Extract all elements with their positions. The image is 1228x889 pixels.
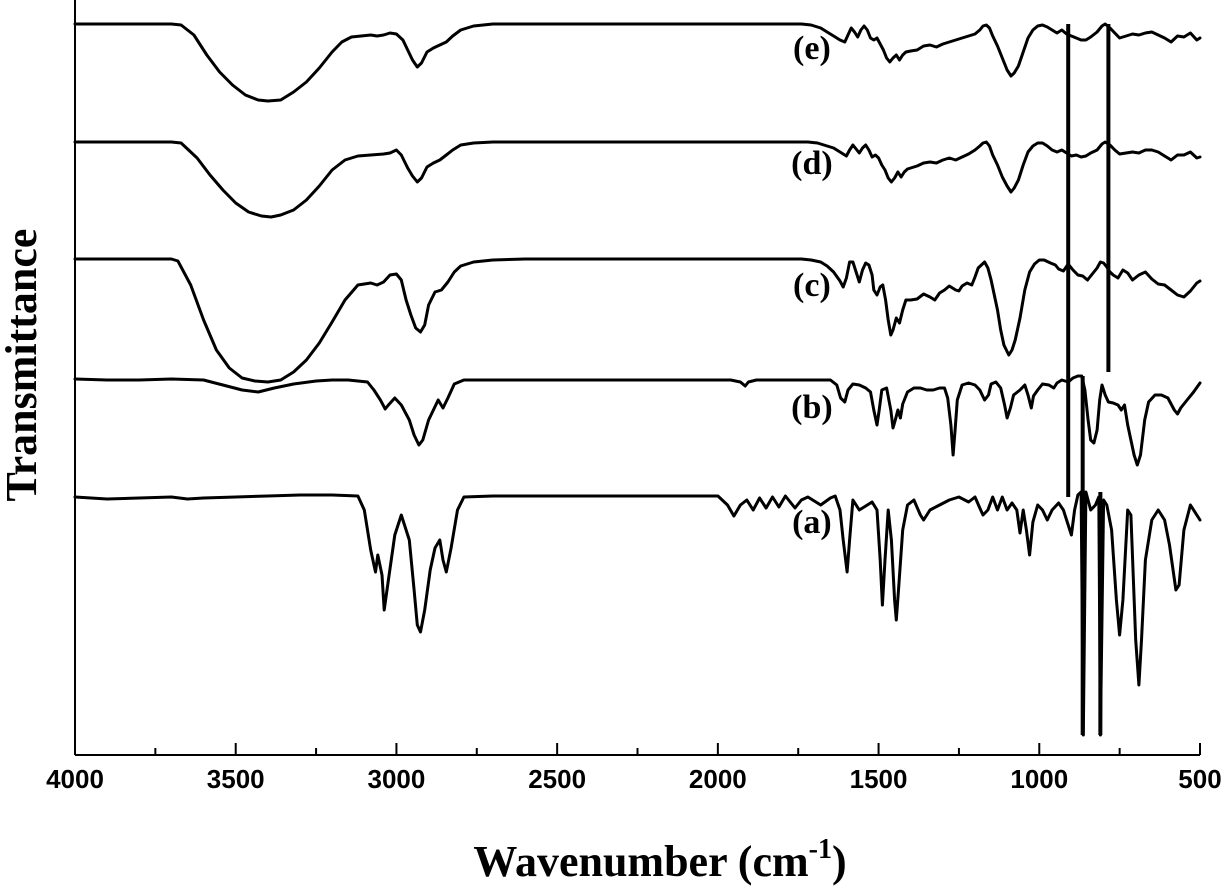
x-axis-title-superscript: -1 (809, 834, 832, 865)
x-tick-label: 1000 (1010, 764, 1068, 794)
x-tick-label: 3500 (207, 764, 265, 794)
series-label: (d) (791, 145, 833, 182)
x-ticks (74, 743, 1201, 755)
spectra (73, 22, 1202, 737)
x-axis-title-close: ) (832, 837, 847, 886)
x-tick-label: 3000 (368, 764, 426, 794)
x-tick-label: 500 (1178, 764, 1221, 794)
series-label: (a) (792, 504, 832, 541)
series-label: (c) (793, 267, 831, 304)
series-label: (e) (793, 30, 831, 67)
spectrum-line (73, 140, 1202, 219)
x-tick-label: 4000 (46, 764, 104, 794)
spectrum-line (73, 257, 1202, 384)
x-tick-label: 2000 (689, 764, 747, 794)
x-tick-labels: 4000 3500 3000 2500 2000 1500 1000 500 (46, 764, 1222, 794)
vertical-markers (1066, 24, 1111, 735)
spectrum-line (73, 22, 1202, 103)
spectrum-line (73, 374, 1202, 467)
series-labels: (a) (b) (c) (d) (e) (791, 30, 833, 541)
spectrum-line (73, 490, 1202, 737)
x-axis-title: Wavenumber (cm-1) (473, 834, 846, 886)
x-tick-label: 2500 (528, 764, 586, 794)
x-tick-label: 1500 (850, 764, 908, 794)
series-label: (b) (791, 389, 833, 426)
y-axis-title: Transmittance (0, 229, 46, 502)
